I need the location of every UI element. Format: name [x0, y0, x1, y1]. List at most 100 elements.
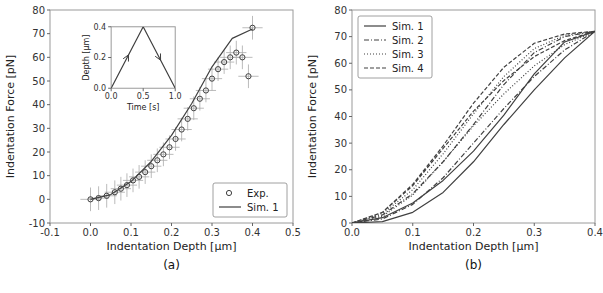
- y-axis-label: Indentation Force [pN]: [306, 55, 319, 179]
- x-tick-label: 0.1: [123, 227, 139, 238]
- x-tick: [131, 223, 132, 226]
- panel-a: -0.10.00.10.20.30.40.5-10010203040506070…: [4, 5, 301, 273]
- y-tick-label: 10: [32, 170, 45, 181]
- data-point: [197, 96, 202, 101]
- legend-box: [358, 16, 432, 78]
- y-tick: [349, 36, 352, 37]
- error-bar-x: [147, 160, 167, 161]
- y-tick: [349, 89, 352, 90]
- y-tick-label: 0: [341, 218, 347, 229]
- y-tick: [349, 169, 352, 170]
- legend-swatch: [219, 206, 241, 207]
- background: [0, 0, 603, 293]
- x-tick-label: 0.3: [526, 227, 542, 238]
- data-point: [203, 88, 208, 93]
- direction-arrow: [155, 53, 160, 60]
- legend-swatch: [364, 53, 386, 54]
- data-point: [155, 158, 160, 163]
- data-point: [143, 170, 148, 175]
- plot-area: [50, 10, 293, 223]
- legend: Sim. 1 Sim. 2 Sim. 3 Sim. 4: [358, 16, 432, 78]
- legend-label: Exp.: [247, 188, 269, 199]
- data-point: [240, 55, 245, 60]
- data-point: [149, 164, 154, 169]
- error-bar-x: [129, 176, 149, 177]
- y-tick: [47, 175, 50, 176]
- y-tick-label: 30: [32, 123, 45, 134]
- x-tick-label: 0.3: [204, 227, 220, 238]
- y-axis-label: Indentation Force [pN]: [4, 55, 17, 179]
- y-tick-label: 60: [32, 52, 45, 63]
- data-point: [179, 127, 184, 132]
- x-tick: [171, 223, 172, 226]
- direction-arrow: [123, 55, 128, 62]
- x-axis-label: Indentation Depth [μm]: [107, 240, 237, 253]
- x-tick: [534, 223, 535, 226]
- x-tick: [595, 223, 596, 226]
- y-tick: [349, 10, 352, 11]
- y-tick-label: 0.0: [93, 84, 106, 93]
- data-layer: [111, 27, 175, 88]
- y-tick: [349, 223, 352, 224]
- y-tick-label: 80: [32, 5, 45, 16]
- y-tick-label: 50: [334, 84, 347, 95]
- data-point: [185, 116, 190, 121]
- legend-label: Sim. 4: [392, 63, 424, 74]
- x-tick: [293, 223, 294, 226]
- data-point: [234, 50, 239, 55]
- legend-label: Sim. 1: [247, 202, 279, 213]
- y-tick: [47, 152, 50, 153]
- y-tick: [47, 57, 50, 58]
- y-tick: [47, 199, 50, 200]
- x-tick: [473, 223, 474, 226]
- x-tick-label: 0.2: [466, 227, 482, 238]
- y-tick: [349, 196, 352, 197]
- data-line: [111, 27, 175, 88]
- y-tick: [108, 88, 111, 89]
- y-tick: [47, 128, 50, 129]
- error-bar-x: [238, 76, 258, 77]
- x-axis-label: Time [s]: [126, 103, 160, 112]
- data-layer: [80, 16, 262, 211]
- y-tick: [47, 33, 50, 34]
- panel-b: 0.00.10.20.30.401020304050607080Indentat…: [306, 5, 603, 273]
- error-bar-x: [242, 27, 262, 28]
- y-tick-label: 20: [334, 164, 347, 175]
- data-point: [215, 67, 220, 72]
- y-tick-label: 30: [334, 138, 347, 149]
- x-tick-label: 0.0: [105, 92, 118, 101]
- y-tick-label: 0: [39, 194, 45, 205]
- legend-label: Sim. 3: [392, 49, 424, 60]
- panel-label: (a): [163, 258, 180, 272]
- x-tick: [252, 223, 253, 226]
- legend-label: Sim. 2: [392, 35, 424, 46]
- y-tick-label: -10: [29, 218, 45, 229]
- x-tick-label: 0.1: [405, 227, 421, 238]
- y-tick-label: 50: [32, 76, 45, 87]
- y-tick: [108, 26, 111, 27]
- x-tick: [90, 223, 91, 226]
- error-bar-x: [226, 52, 246, 53]
- data-point: [173, 136, 178, 141]
- inset: 0.00.51.00.00.20.4Time [s]Depth [μm]: [82, 23, 181, 113]
- y-tick: [349, 116, 352, 117]
- data-point: [209, 76, 214, 81]
- error-bar-x: [214, 62, 234, 63]
- y-tick: [349, 63, 352, 64]
- legend-swatch: [364, 39, 386, 40]
- data-point: [191, 106, 196, 111]
- legend-swatch: [364, 25, 386, 26]
- y-tick: [47, 81, 50, 82]
- plot-area: [352, 10, 595, 223]
- panel-label: (b): [465, 258, 482, 272]
- y-tick-label: 60: [334, 58, 347, 69]
- legend-label: Sim. 1: [392, 21, 424, 32]
- x-tick: [143, 88, 144, 91]
- error-bar-x: [178, 118, 198, 119]
- y-tick: [349, 143, 352, 144]
- x-axis-label: Indentation Depth [μm]: [409, 240, 539, 253]
- y-tick-label: 10: [334, 191, 347, 202]
- plot-area: [111, 27, 175, 88]
- data-point: [228, 55, 233, 60]
- error-bar-x: [190, 98, 210, 99]
